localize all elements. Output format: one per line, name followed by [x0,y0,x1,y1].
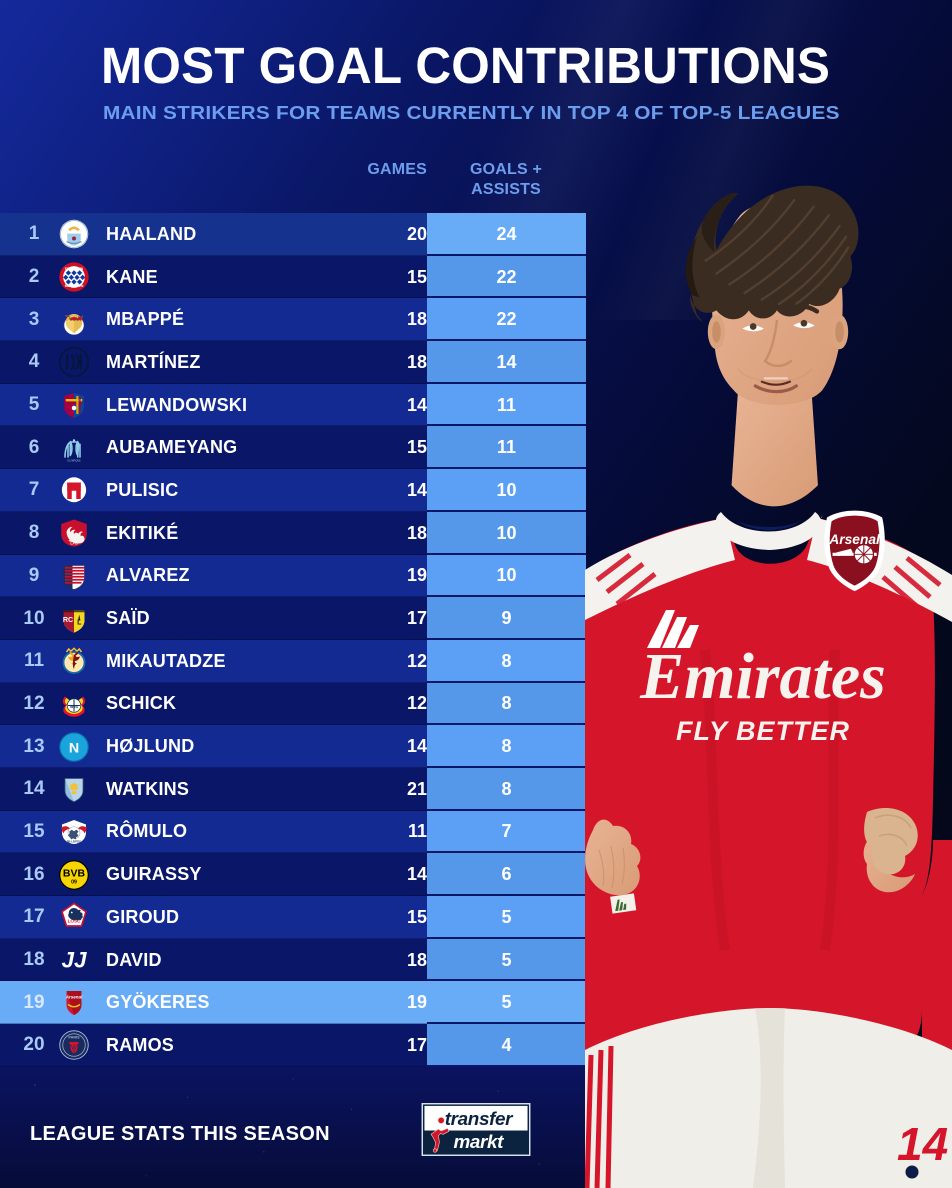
svg-text:FC BAYERN: FC BAYERN [65,267,84,271]
svg-text:PARIS: PARIS [68,1036,80,1040]
svg-text:markt: markt [453,1131,504,1152]
svg-text:N: N [69,740,79,756]
svg-text:09: 09 [71,879,77,885]
svg-text:OLYMPIQUE: OLYMPIQUE [67,460,81,462]
svg-text:Arsenal: Arsenal [828,532,881,547]
svg-text:Arsenal: Arsenal [65,994,83,999]
svg-text:14: 14 [897,1118,948,1170]
svg-text:Emirates: Emirates [639,640,886,713]
svg-text:BVB: BVB [63,867,86,879]
svg-text:JJ: JJ [61,948,87,973]
svg-text:LOSC: LOSC [68,919,82,924]
svg-text:B04: B04 [70,704,78,709]
svg-text:MUENCHEN: MUENCHEN [65,284,84,288]
svg-text:LFC: LFC [70,541,78,545]
svg-text:FLY BETTER: FLY BETTER [676,716,850,746]
svg-text:RC: RC [63,616,73,624]
svg-text:transfer: transfer [445,1108,514,1129]
svg-text:RB LEIPZIG: RB LEIPZIG [67,839,81,843]
